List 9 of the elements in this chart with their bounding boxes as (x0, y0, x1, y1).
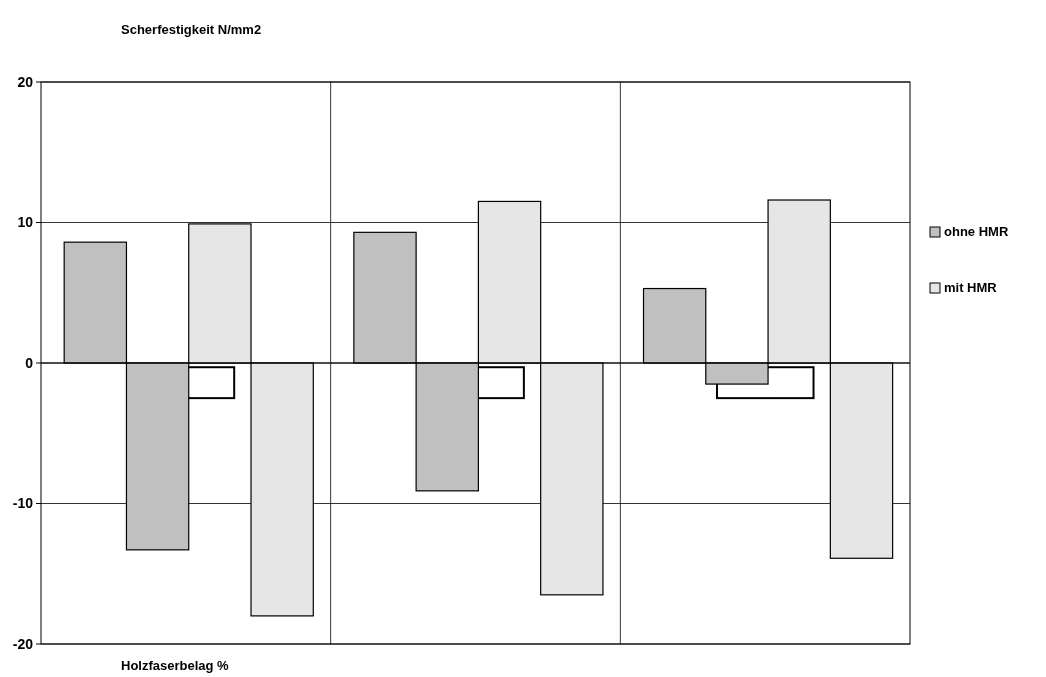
y-axis-title: Scherfestigkeit N/mm2 (121, 22, 262, 37)
x-axis-title: Holzfaserbelag % (121, 658, 230, 673)
y-tick-label: 20 (17, 73, 34, 90)
legend-label: mit HMR (944, 280, 998, 295)
y-tick-label: -10 (12, 495, 34, 512)
y-tick-label: 10 (17, 214, 34, 231)
y-tick-label: -20 (12, 635, 34, 652)
legend-label: ohne HMR (944, 224, 1009, 239)
y-tick-label: 0 (25, 354, 34, 371)
